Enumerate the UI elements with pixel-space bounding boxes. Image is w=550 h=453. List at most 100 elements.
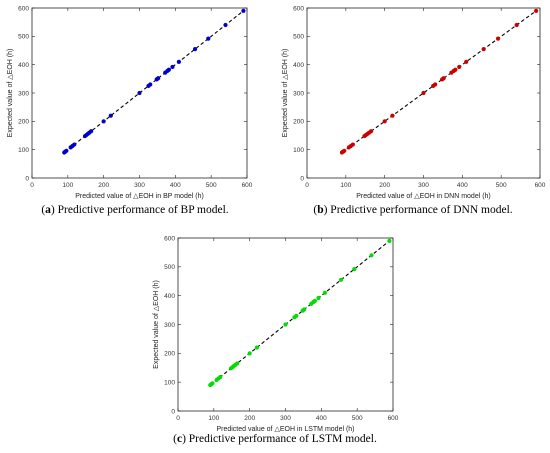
x-tick-label: 0 <box>30 182 34 189</box>
data-point <box>89 129 93 133</box>
chart-panel-bp: 0 100 200 300 400 500 600 0100200300400500600 … <box>7 5 253 216</box>
y-tick-label: 200 <box>164 351 175 358</box>
data-point <box>342 149 346 153</box>
y-tick-label: 400 <box>293 62 304 69</box>
data-point <box>464 60 468 64</box>
data-point <box>433 82 437 86</box>
data-point <box>218 375 222 379</box>
data-point <box>339 278 343 282</box>
chart-panel-dnn: 0 100 200 300 400 500 600 0100200300400500600 … <box>282 5 546 216</box>
x-tick-label: 200 <box>98 182 109 189</box>
x-tick-label: 100 <box>208 415 219 422</box>
data-point <box>294 314 298 318</box>
data-point <box>156 76 160 80</box>
data-point <box>148 82 152 86</box>
data-point <box>64 149 68 153</box>
y-tick-label: 100 <box>293 147 304 154</box>
y-axis-label: Expected value of △EOH (h) <box>153 280 160 369</box>
x-tick-label: 600 <box>388 415 399 422</box>
data-point <box>421 91 425 95</box>
data-point <box>369 129 373 133</box>
y-tick-label: 200 <box>18 119 29 126</box>
data-point <box>223 23 227 27</box>
y-tick-label: 0 <box>300 175 304 182</box>
data-point <box>390 114 394 118</box>
y-tick-label: 0 <box>25 175 29 182</box>
data-point <box>255 345 259 349</box>
x-tick-label: 100 <box>62 182 73 189</box>
x-tick-label: 300 <box>134 182 145 189</box>
data-point <box>206 37 210 41</box>
x-tick-label: 500 <box>352 415 363 422</box>
y-tick-label: 400 <box>164 293 175 300</box>
data-point <box>137 91 141 95</box>
data-point <box>177 60 181 64</box>
x-tick-label: 0 <box>176 415 180 422</box>
figure-caption: (b) Predictive performance of DNN model. <box>313 204 512 216</box>
caption-text: ) Predictive performance of LSTM model. <box>182 433 377 445</box>
data-point <box>313 299 317 303</box>
data-point <box>482 47 486 51</box>
data-point <box>316 296 320 300</box>
y-tick-label: 500 <box>293 34 304 41</box>
figure-caption: (c) Predictive performance of LSTM model… <box>173 433 377 445</box>
chart-panel-lstm: 0 100 200 300 400 500 600 0100200300400500600 … <box>153 235 399 445</box>
data-point <box>283 322 287 326</box>
x-tick-label: 300 <box>418 182 429 189</box>
y-tick-labels: 0 100 200 300 400 500 600 <box>18 5 29 182</box>
data-point <box>457 65 461 69</box>
data-point <box>167 68 171 72</box>
data-point <box>210 381 214 385</box>
y-tick-label: 200 <box>293 119 304 126</box>
y-tick-label: 600 <box>293 5 304 12</box>
y-tick-label: 500 <box>18 34 29 41</box>
data-point <box>383 119 387 123</box>
y-tick-labels: 0 100 200 300 400 500 600 <box>293 5 304 182</box>
data-point <box>170 65 174 69</box>
caption-text: ) Predictive performance of DNN model. <box>324 204 513 216</box>
x-axis-label: Predicted value of △EOH in LSTM model (h… <box>216 426 354 433</box>
x-tick-label: 600 <box>242 182 253 189</box>
data-point <box>193 47 197 51</box>
y-tick-label: 300 <box>293 90 304 97</box>
data-point <box>109 114 113 118</box>
data-point <box>387 239 391 243</box>
x-tick-label: 500 <box>206 182 217 189</box>
x-tick-label: 100 <box>340 182 351 189</box>
x-axis-label: Predicted value of △EOH in DNN model (h) <box>356 193 491 200</box>
data-point <box>496 37 500 41</box>
y-tick-label: 100 <box>164 379 175 386</box>
y-tick-label: 600 <box>18 5 29 12</box>
x-tick-label: 600 <box>535 182 546 189</box>
data-point <box>369 253 373 257</box>
x-tick-labels: 0 100 200 300 400 500 600 <box>305 182 546 189</box>
x-tick-label: 500 <box>496 182 507 189</box>
y-tick-label: 400 <box>18 62 29 69</box>
x-tick-label: 0 <box>305 182 309 189</box>
data-point <box>302 307 306 311</box>
y-tick-label: 0 <box>171 408 175 415</box>
x-axis-label: Predicted value of △EOH in BP model (h) <box>75 193 204 200</box>
data-point <box>534 9 538 13</box>
y-tick-label: 600 <box>164 235 175 242</box>
caption-text: ) Predictive performance of BP model. <box>51 204 229 216</box>
y-axis-label: Expected value of △EOH (h) <box>7 49 14 138</box>
y-axis-label: Expected value of △EOH (h) <box>282 49 289 138</box>
data-point <box>72 142 76 146</box>
x-tick-label: 400 <box>170 182 181 189</box>
y-tick-label: 300 <box>164 322 175 329</box>
data-point <box>241 9 245 13</box>
data-point <box>442 76 446 80</box>
data-point <box>235 361 239 365</box>
x-tick-label: 200 <box>244 415 255 422</box>
y-tick-label: 500 <box>164 264 175 271</box>
y-tick-labels: 0 100 200 300 400 500 600 <box>164 235 175 415</box>
figure-caption: (a) Predictive performance of BP model. <box>41 204 228 216</box>
data-point <box>453 68 457 72</box>
data-point <box>351 142 355 146</box>
x-tick-labels: 0 100 200 300 400 500 600 <box>30 182 253 189</box>
x-tick-label: 300 <box>280 415 291 422</box>
data-point <box>515 23 519 27</box>
y-tick-label: 300 <box>18 90 29 97</box>
